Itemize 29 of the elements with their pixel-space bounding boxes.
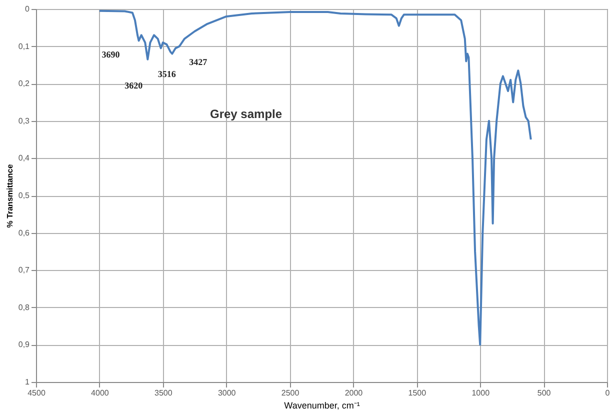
x-tick-label: 3000: [218, 388, 236, 398]
x-tick-label: 1500: [408, 388, 427, 398]
annotation: 3620: [124, 80, 144, 90]
annotation: 3516: [158, 69, 176, 80]
y-tick-label: 0,4: [18, 154, 30, 163]
y-tick-label: 1: [25, 378, 30, 386]
x-tick-label: 4500: [28, 388, 46, 398]
y-tick-label: 0,9: [18, 340, 30, 350]
y-tick-label: 0,2: [18, 79, 30, 88]
y-tick-label: 0,8: [18, 302, 30, 312]
x-tick-label: 2500: [281, 388, 300, 398]
x-tick-label: 500: [537, 388, 552, 398]
x-tick-label: 0: [605, 388, 610, 398]
x-tick-label: 2000: [344, 388, 364, 398]
annotation: 3427: [189, 56, 208, 67]
line-series: [98, 10, 532, 346]
y-tick-label: 0,5: [18, 191, 30, 200]
y-axis-title: % Transmittance: [5, 164, 14, 228]
y-tick-label: 0,1: [18, 42, 30, 51]
x-axis-title: Wavenumber, cm⁻¹: [284, 400, 360, 410]
x-tick-label: 3500: [154, 388, 173, 398]
x-tick-label: 1000: [472, 388, 490, 398]
y-tick-label: 0: [25, 4, 30, 14]
y-tick-label: 0,6: [18, 228, 30, 238]
y-tick-label: 0,3: [18, 116, 30, 126]
text: Grey sample: [210, 107, 282, 121]
y-tick-label: 0,7: [18, 266, 30, 275]
annotation: 3690: [102, 50, 120, 60]
x-tick-label: 4000: [91, 388, 110, 398]
